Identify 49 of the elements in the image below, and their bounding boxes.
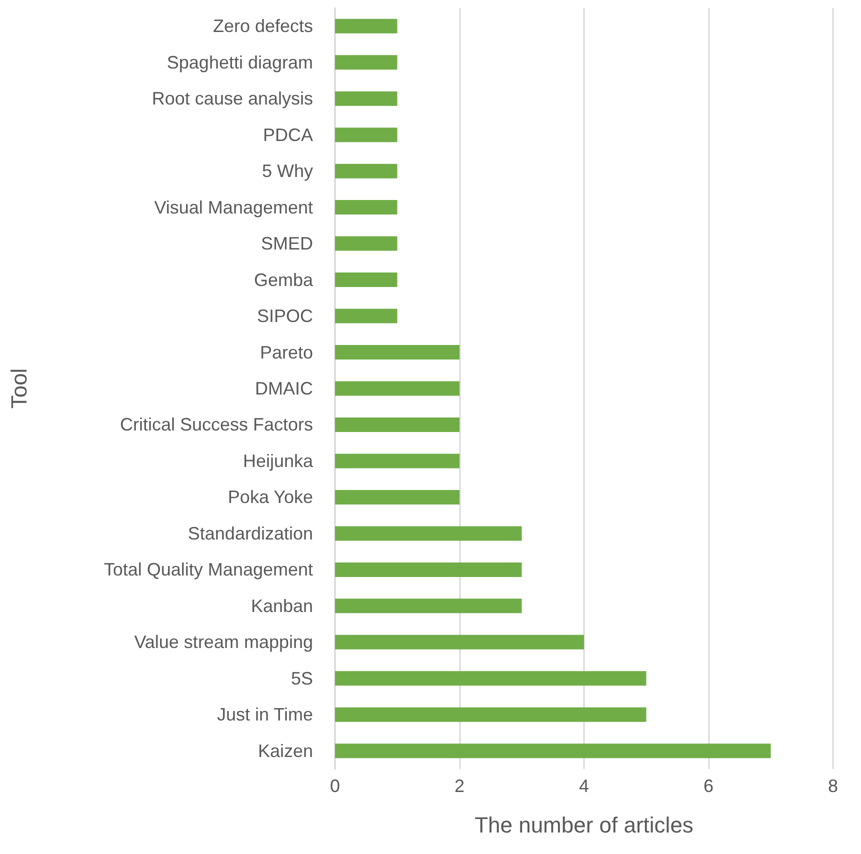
y-tick-label: Critical Success Factors (120, 414, 313, 435)
bar (335, 381, 460, 396)
bar (335, 671, 646, 686)
bar (335, 490, 460, 504)
bar (335, 55, 398, 70)
y-tick-label: Root cause analysis (152, 88, 313, 109)
y-tick-label: Pareto (260, 342, 313, 362)
y-tick-label: DMAIC (255, 378, 313, 398)
bar (335, 598, 522, 614)
y-tick-label: Kaizen (258, 740, 313, 761)
y-tick-label: SMED (260, 234, 313, 254)
bar (335, 526, 522, 541)
x-tick-label: 2 (454, 776, 465, 796)
y-tick-label: Spaghetti diagram (166, 52, 313, 72)
y-tick-label: PDCA (262, 124, 313, 145)
x-tick-label: 4 (578, 776, 590, 796)
x-tick-label: 0 (330, 776, 340, 796)
bar (335, 18, 398, 34)
y-tick-label: Zero defects (212, 16, 313, 36)
y-tick-label: 5 Why (262, 161, 313, 182)
bar (335, 345, 460, 360)
y-tick-label: 5S (290, 668, 313, 688)
bar (335, 236, 398, 251)
y-axis-title: Tool (6, 368, 32, 409)
bar (335, 744, 771, 758)
bar (335, 308, 398, 324)
bar (335, 417, 460, 432)
bar (335, 454, 460, 468)
bar (335, 634, 584, 650)
x-tick-label: 8 (828, 776, 838, 796)
bar (335, 707, 646, 722)
bar (335, 128, 398, 142)
y-tick-label: SIPOC (256, 306, 313, 326)
y-tick-label: Total Quality Management (104, 560, 313, 580)
y-tick-label: Standardization (188, 523, 313, 544)
x-tick-label: 6 (703, 776, 714, 796)
bar (335, 200, 398, 215)
bar (335, 164, 398, 178)
y-tick-label: Value stream mapping (134, 632, 313, 652)
y-tick-label: Poka Yoke (228, 487, 313, 508)
y-tick-label: Visual Management (154, 197, 313, 218)
bar (335, 91, 398, 106)
bar (335, 562, 522, 577)
y-tick-label: Gemba (254, 270, 314, 290)
y-tick-label: Heijunka (242, 450, 314, 471)
y-tick-label: Kanban (250, 596, 313, 616)
y-tick-label: Just in Time (216, 704, 313, 725)
bar (335, 272, 398, 288)
x-axis-title: The number of articles (474, 812, 694, 838)
